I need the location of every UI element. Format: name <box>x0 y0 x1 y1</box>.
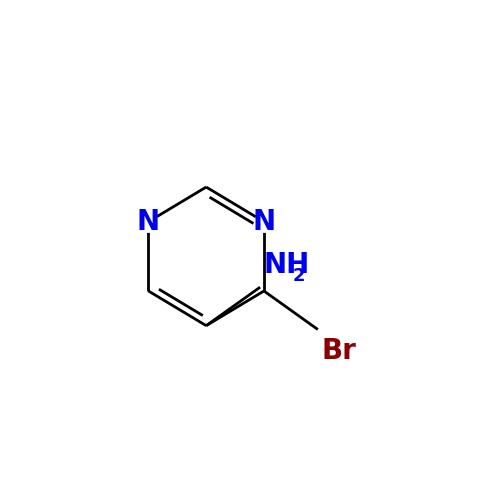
Text: N: N <box>252 208 276 236</box>
Text: 2: 2 <box>293 267 306 285</box>
Text: N: N <box>137 208 160 236</box>
Text: NH: NH <box>264 252 310 280</box>
Text: Br: Br <box>322 337 356 365</box>
